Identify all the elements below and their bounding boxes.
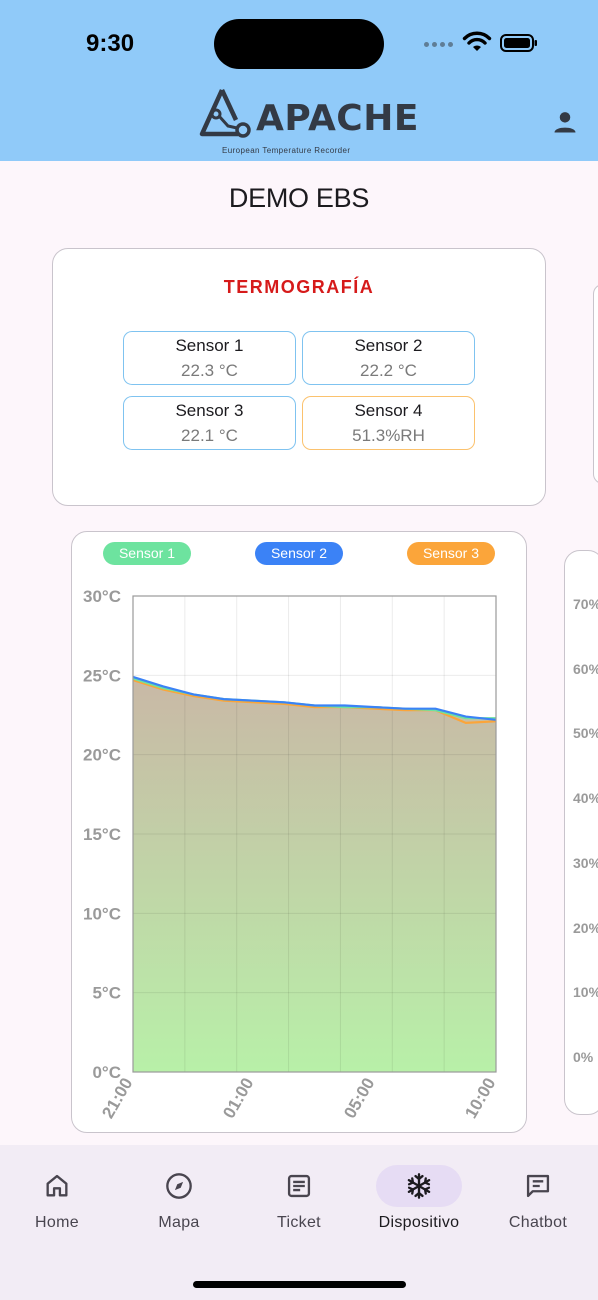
nav-item-mapa[interactable]: Mapa: [119, 1145, 239, 1245]
humidity-y-tick-label: 40%: [573, 790, 598, 807]
nav-item-home[interactable]: Home: [0, 1145, 117, 1245]
y-tick-label: 30°C: [83, 587, 121, 606]
user-profile-icon[interactable]: [551, 108, 579, 136]
series-line-sensor-2: [132, 675, 497, 721]
cellular-signal-icon: [424, 42, 453, 47]
x-tick-label: 05:00: [340, 1075, 378, 1122]
nav-label: Chatbot: [508, 1214, 568, 1231]
humidity-y-tick-label: 70%: [573, 596, 598, 612]
ticket-icon: [287, 1174, 311, 1198]
humidity-y-tick-label: 60%: [573, 660, 598, 677]
nav-item-chatbot[interactable]: Chatbot: [478, 1145, 598, 1245]
temperature-chart: 0°C5°C10°C15°C20°C25°C30°C21:00 01:00 05:0…: [83, 587, 499, 1122]
humidity-y-tick-label: 0%: [573, 1049, 594, 1065]
sensor-name: Sensor 4: [354, 401, 423, 420]
wifi-icon: [462, 31, 492, 51]
humidity-y-tick-label: 30%: [573, 854, 598, 871]
battery-icon: [500, 34, 537, 52]
compass-icon: [166, 1173, 192, 1199]
humidity-chart-peek[interactable]: 0% 10% 20% 30% 40% 50% 60% 70%: [564, 550, 598, 1115]
sensor-1-box[interactable]: Sensor 1 22.3 °C: [123, 331, 296, 385]
dynamic-island: [214, 19, 384, 69]
sensor-3-box[interactable]: Sensor 3 22.1 °C: [123, 396, 296, 450]
y-tick-label: 5°C: [92, 984, 121, 1003]
humidity-y-tick-label: 50%: [573, 725, 598, 742]
chat-icon: [526, 1174, 550, 1198]
nav-item-dispositivo[interactable]: Dispositivo: [359, 1145, 479, 1245]
nav-item-ticket[interactable]: Ticket: [239, 1145, 359, 1245]
humidity-y-tick-label: 20%: [573, 919, 598, 936]
plot-border: [132, 595, 497, 1073]
nav-label: Dispositivo: [378, 1214, 460, 1231]
y-tick-label: 25°C: [83, 666, 121, 685]
apache-logo-mark-icon: [199, 89, 251, 138]
legend-sensor-2[interactable]: Sensor 2: [255, 542, 343, 565]
apache-logo: APACHE European Temperature Recorder: [198, 86, 418, 158]
y-tick-label: 10°C: [83, 904, 121, 923]
thermography-title: TERMOGRAFÍA: [223, 277, 375, 297]
sensor-2-box[interactable]: Sensor 2 22.2 °C: [302, 331, 475, 385]
sensor-4-box[interactable]: Sensor 4 51.3%RH: [302, 396, 475, 450]
sensor-value: 22.2 °C: [360, 361, 417, 380]
logo-subtitle: European Temperature Recorder: [222, 146, 351, 155]
x-tick-label: 01:00: [219, 1075, 257, 1122]
temperature-chart-card[interactable]: Sensor 1 Sensor 2 Sensor 3 0°C 5°C 10°C 15°…: [71, 531, 527, 1133]
sensor-value: 22.3 °C: [181, 361, 238, 380]
home-icon: [46, 1174, 68, 1197]
snowflake-icon: [407, 1173, 431, 1199]
home-indicator: [193, 1281, 406, 1288]
page-title: DEMO EBS: [228, 183, 370, 213]
sensor-summary-card[interactable]: TERMOGRAFÍA Sensor 1 22.3 °C Sensor 2 22…: [52, 248, 546, 506]
nav-label: Home: [35, 1214, 79, 1231]
sensor-name: Sensor 2: [354, 336, 423, 355]
next-card-peek[interactable]: [593, 284, 598, 484]
temperature-area-fill: [133, 676, 496, 1072]
sensor-value: 51.3%RH: [352, 426, 425, 445]
app-header: 9:30 APACHE European Temperature Recorde…: [0, 0, 598, 161]
legend-sensor-1[interactable]: Sensor 1: [103, 542, 191, 565]
legend-sensor-3[interactable]: Sensor 3: [407, 542, 495, 565]
y-tick-label: 15°C: [83, 825, 121, 844]
y-tick-label: 20°C: [83, 746, 121, 765]
bottom-navigation-bar: Home Mapa Ticket Dispositivo: [0, 1145, 598, 1300]
logo-text: APACHE: [256, 98, 419, 139]
sensor-name: Sensor 1: [175, 336, 244, 355]
sensor-name: Sensor 3: [175, 401, 244, 420]
nav-label: Mapa: [158, 1214, 200, 1231]
humidity-y-tick-label: 10%: [573, 984, 598, 1001]
nav-label: Ticket: [277, 1214, 321, 1231]
status-time: 9:30: [86, 30, 135, 57]
x-tick-label: 10:00: [461, 1075, 499, 1122]
sensor-value: 22.1 °C: [181, 426, 238, 445]
y-tick-label: 0°C: [92, 1063, 121, 1082]
